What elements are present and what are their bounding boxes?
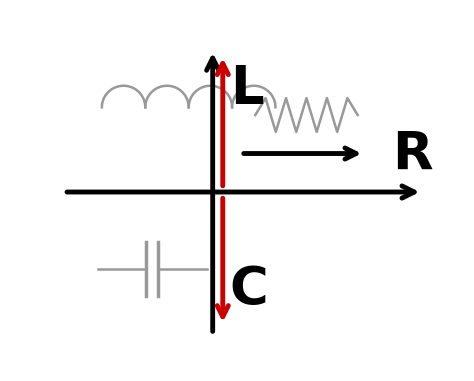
Text: R: R <box>392 128 433 181</box>
Text: L: L <box>230 63 264 115</box>
Text: C: C <box>230 264 268 316</box>
